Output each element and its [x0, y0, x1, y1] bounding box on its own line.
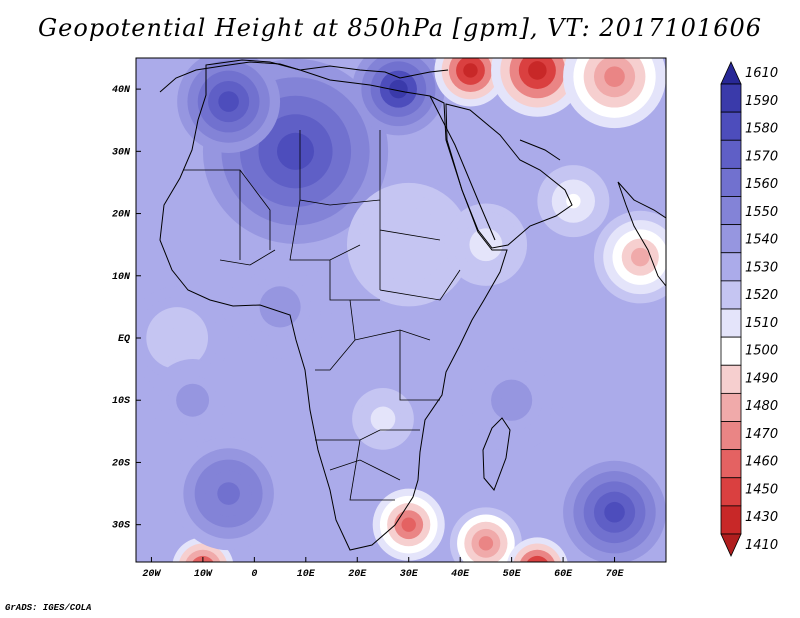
lat-tick-label: 10S: [112, 396, 130, 407]
height-field: [136, 58, 666, 574]
colorbar-label: 1430: [745, 510, 778, 525]
colorbar-swatch: [720, 280, 742, 310]
colorbar-swatch: [720, 477, 742, 507]
field-feature-15-ring-2: [519, 549, 555, 562]
grads-credit: GrADS: IGES/COLA: [5, 603, 92, 613]
coastlines: [159, 59, 666, 551]
lat-tick-label: 20S: [112, 458, 130, 469]
colorbar-swatch: [720, 111, 742, 141]
colorbar-label: 1530: [745, 260, 778, 275]
colorbar-label: 1460: [745, 455, 778, 470]
colorbar-swatch: [720, 196, 742, 226]
colorbar-label: 1510: [745, 316, 778, 331]
field-feature-17-ring-4: [604, 501, 625, 523]
lon-tick-label: 30E: [400, 569, 419, 580]
colorbar-swatch: [720, 364, 742, 394]
colorbar-label: 1590: [745, 94, 778, 109]
colorbar-swatch: [720, 224, 742, 254]
colorbar-top-arrow: [720, 61, 742, 85]
lon-tick-label: 20E: [348, 569, 367, 580]
chart-title: Geopotential Height at 850hPa [gpm], VT:…: [38, 14, 762, 42]
lat-tick-label: 30N: [112, 147, 131, 158]
colorbar-swatch: [720, 421, 742, 451]
colorbar-label: 1580: [745, 122, 778, 137]
plot-frame: [135, 57, 667, 563]
colorbar-label: 1550: [745, 205, 778, 220]
lat-tick-label: 30S: [112, 521, 130, 532]
field-feature-18-ring-4: [217, 482, 240, 505]
colorbar-label: 1520: [745, 288, 778, 303]
lon-tick-label: 40E: [451, 569, 470, 580]
lon-tick-label: 20W: [142, 569, 161, 580]
lat-tick-label: 40N: [112, 85, 131, 96]
longitude-axis: 20W 10W 0 10E 20E 30E 40E 50E 60E 70E: [142, 557, 625, 580]
colorbar-swatch: [720, 449, 742, 479]
lon-tick-label: 0: [251, 569, 257, 580]
colorbar-swatch: [720, 83, 742, 113]
colorbar-swatch: [720, 336, 742, 366]
colorbar-swatch: [720, 167, 742, 197]
india-outline: [617, 181, 666, 287]
persian-gulf: [519, 139, 561, 161]
field-feature-2-ring-4: [218, 91, 239, 112]
plot-area: [136, 58, 666, 574]
lat-tick-label: 20N: [112, 210, 131, 221]
field-feature-20-ring-4: [501, 389, 522, 411]
colorbar-label: 1480: [745, 399, 778, 414]
field-feature-12-ring-4: [376, 412, 390, 426]
field-feature-15-ring-4: [531, 562, 543, 574]
colorbar-label: 1410: [745, 538, 778, 553]
colorbar-label: 1560: [745, 177, 778, 192]
lat-tick-label: EQ: [118, 334, 130, 345]
colorbar-swatch: [720, 252, 742, 282]
field-feature-11-ring-4: [166, 327, 188, 349]
colorbar-swatch: [720, 308, 742, 338]
africa-outline: [159, 59, 508, 551]
lon-tick-label: 70E: [606, 569, 625, 580]
field-feature-10-ring-4: [269, 296, 291, 318]
field-feature-15-ring-3: [526, 555, 549, 562]
lon-tick-label: 50E: [503, 569, 522, 580]
field-feature-16-ring-2: [185, 549, 221, 562]
colorbar-label: 1540: [745, 233, 778, 248]
colorbar: 1610 1590 1580 1570 1560 1550 1540 1530 1520 1510…: [720, 61, 778, 557]
field-feature-4-ring-4: [528, 61, 547, 80]
colorbar-swatch: [720, 505, 742, 535]
red-sea: [429, 95, 496, 241]
colorbar-label: 1610: [745, 66, 778, 81]
latitude-axis: 40N 30N 20N 10N EQ 10S 20S 30S: [112, 85, 141, 532]
europe-outline: [159, 61, 449, 93]
lon-tick-label: 60E: [554, 569, 573, 580]
country-borders: [183, 130, 461, 501]
colorbar-label: 1490: [745, 371, 778, 386]
colorbar-swatch: [720, 392, 742, 422]
colorbar-swatch: [720, 139, 742, 169]
field-feature-1-ring-4: [389, 79, 408, 99]
field-feature-5-ring-4: [604, 66, 625, 87]
field-feature-19-ring-4: [184, 391, 201, 409]
field-feature-3-ring-4: [463, 63, 478, 78]
field-feature-8-ring-4: [396, 232, 422, 258]
field-feature-14-ring-4: [478, 536, 494, 551]
colorbar-bottom-arrow: [720, 533, 742, 557]
madagascar-outline: [482, 417, 511, 491]
field-feature-13-ring-4: [401, 517, 416, 532]
field-feature-7-ring-4: [566, 193, 581, 209]
lon-tick-label: 10W: [194, 569, 213, 580]
colorbar-label: 1470: [745, 427, 778, 442]
field-feature-6-ring-4: [631, 247, 650, 267]
colorbar-label: 1500: [745, 344, 778, 359]
lat-tick-label: 10N: [112, 272, 131, 283]
lon-tick-label: 10E: [297, 569, 316, 580]
arabia-outline: [445, 103, 573, 249]
field-feature-0-ring-4: [276, 132, 315, 170]
colorbar-label: 1450: [745, 482, 778, 497]
field-feature-9-ring-4: [477, 236, 495, 253]
colorbar-label: 1570: [745, 149, 778, 164]
